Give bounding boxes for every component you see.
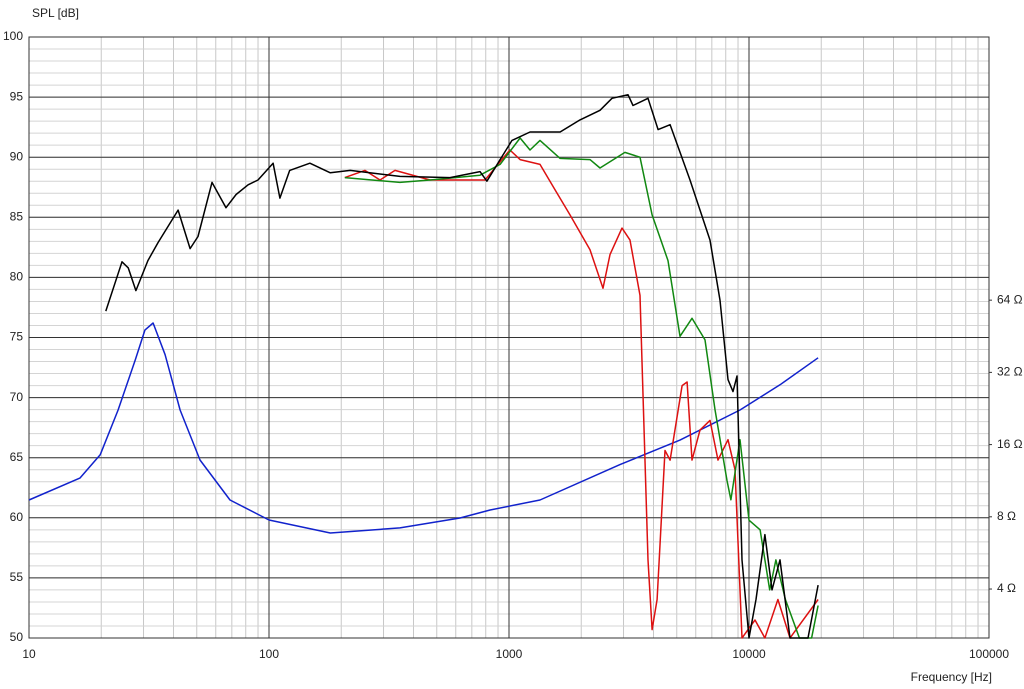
- y-tick-label: 55: [10, 570, 24, 584]
- y-tick-label: 100: [3, 29, 23, 43]
- y-tick-label: 75: [10, 330, 24, 344]
- plot-frame: [28, 36, 990, 639]
- x-tick-label: 10000: [732, 647, 766, 661]
- y2-tick-label: 8 Ω: [997, 509, 1016, 523]
- x-tick-label: 10: [22, 647, 36, 661]
- y-tick-label: 65: [10, 450, 24, 464]
- y-tick-label: 95: [10, 89, 24, 103]
- y-axis-label: SPL [dB]: [32, 6, 79, 20]
- y-tick-label: 50: [10, 630, 24, 644]
- series-line: [28, 322, 819, 534]
- y-tick-label: 90: [10, 149, 24, 163]
- y-tick-label: 60: [10, 510, 24, 524]
- y-tick-label: 80: [10, 270, 24, 284]
- y-tick-label: 70: [10, 390, 24, 404]
- series-line: [105, 93, 819, 639]
- x-tick-label: 1000: [496, 647, 523, 661]
- y2-tick-label: 16 Ω: [997, 437, 1023, 451]
- y-tick-label: 85: [10, 209, 24, 223]
- series-line: [344, 149, 819, 639]
- x-tick-label: 100000: [969, 647, 1009, 661]
- x-tick-label: 100: [259, 647, 279, 661]
- y2-tick-label: 64 Ω: [997, 292, 1023, 306]
- x-axis-label: Frequency [Hz]: [911, 670, 992, 684]
- y2-tick-label: 32 Ω: [997, 365, 1023, 379]
- y2-tick-label: 4 Ω: [997, 581, 1016, 595]
